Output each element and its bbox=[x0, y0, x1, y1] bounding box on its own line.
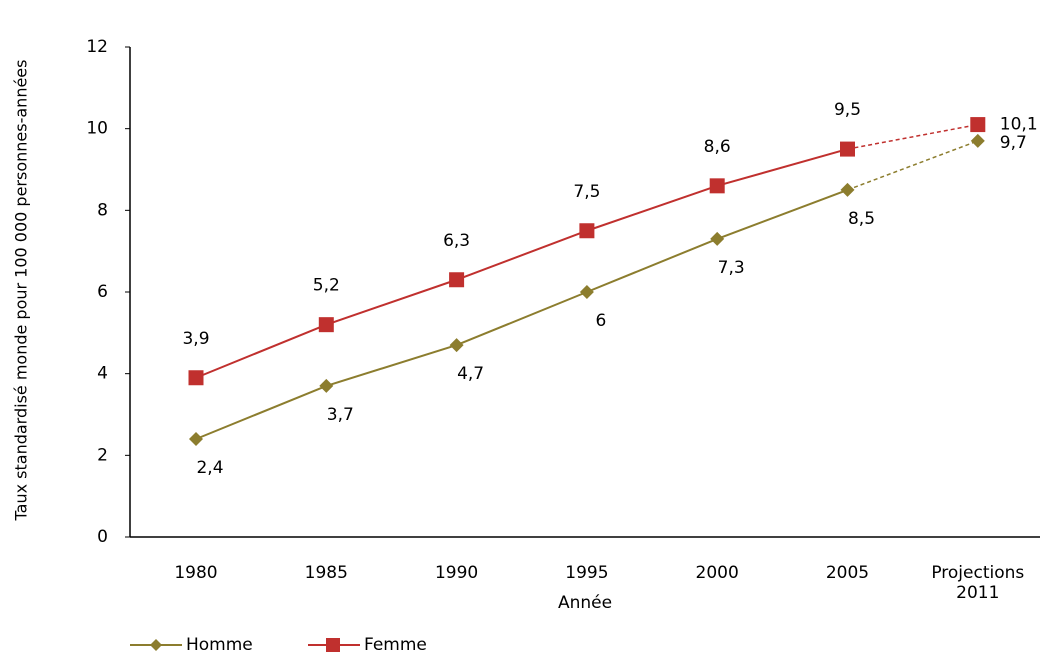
marker bbox=[319, 378, 334, 393]
marker bbox=[449, 338, 464, 353]
x-tick-label: 1985 bbox=[304, 563, 348, 583]
y-tick-label: 0 bbox=[97, 527, 108, 547]
data-label: 2,4 bbox=[196, 458, 223, 478]
legend-label: Femme bbox=[364, 635, 427, 655]
data-label: 9,7 bbox=[1000, 133, 1027, 153]
projection-line bbox=[847, 140, 979, 191]
marker bbox=[970, 133, 985, 148]
x-tick-label: 2000 bbox=[695, 563, 739, 583]
data-label: 6,3 bbox=[443, 231, 470, 251]
data-label: 7,3 bbox=[718, 258, 745, 278]
marker bbox=[970, 117, 986, 133]
marker bbox=[579, 285, 594, 299]
legend-marker bbox=[326, 638, 340, 652]
y-tick-label: 8 bbox=[97, 200, 108, 220]
data-label: 3,7 bbox=[327, 405, 354, 425]
x-tick-label: Projections 2011 bbox=[931, 563, 1025, 603]
y-tick-label: 4 bbox=[97, 364, 108, 384]
x-tick-label: 2005 bbox=[825, 563, 870, 583]
marker bbox=[840, 141, 855, 157]
legend-label: Homme bbox=[186, 635, 253, 655]
marker bbox=[188, 370, 204, 386]
marker bbox=[189, 432, 203, 446]
data-label: 3,9 bbox=[182, 329, 209, 349]
data-label: 7,5 bbox=[573, 182, 600, 202]
y-tick-label: 6 bbox=[97, 282, 108, 302]
x-tick-label: 1990 bbox=[434, 563, 479, 583]
y-tick-label: 2 bbox=[97, 445, 108, 465]
data-label: 6 bbox=[595, 311, 606, 331]
data-label: 8,6 bbox=[704, 137, 731, 157]
x-axis-title: Année bbox=[558, 593, 612, 613]
marker bbox=[318, 317, 334, 333]
y-tick-label: 12 bbox=[86, 37, 108, 57]
series-line bbox=[195, 148, 848, 379]
y-tick-label: 10 bbox=[86, 119, 108, 139]
data-label: 10,1 bbox=[1000, 115, 1038, 135]
projection-line bbox=[847, 123, 978, 150]
marker bbox=[709, 178, 725, 194]
marker bbox=[579, 223, 595, 239]
marker bbox=[449, 272, 465, 288]
data-label: 9,5 bbox=[834, 100, 861, 120]
x-tick-label: 1980 bbox=[174, 563, 218, 583]
marker bbox=[840, 182, 855, 197]
data-label: 8,5 bbox=[848, 209, 875, 229]
data-label: 5,2 bbox=[313, 276, 340, 296]
legend-marker bbox=[150, 639, 162, 651]
marker bbox=[710, 231, 725, 246]
data-label: 4,7 bbox=[457, 364, 484, 384]
series-line bbox=[195, 188, 848, 440]
y-axis-title: Taux standardisé monde pour 100 000 pers… bbox=[12, 60, 31, 522]
x-tick-label: 1995 bbox=[565, 563, 609, 583]
